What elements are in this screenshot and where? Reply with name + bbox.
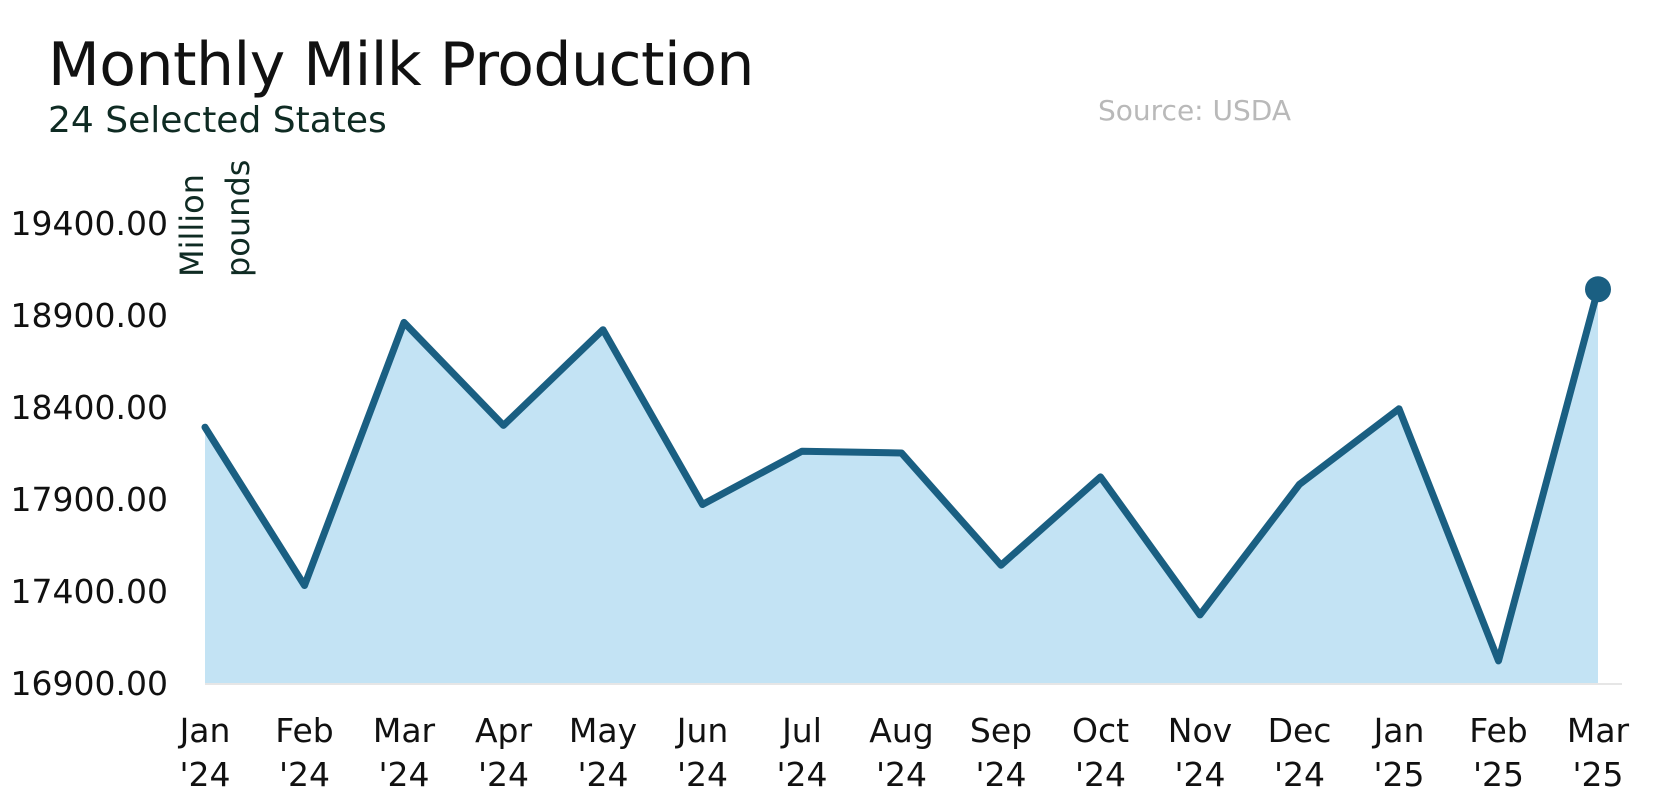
x-tick-year: '25 <box>1473 755 1524 794</box>
series-line <box>201 285 1602 665</box>
data-point <box>401 319 408 326</box>
data-point <box>301 582 308 589</box>
x-tick-year: '24 <box>1075 755 1126 794</box>
data-point <box>1197 611 1204 618</box>
x-tick-month: Dec <box>1268 711 1332 750</box>
data-points <box>202 276 1611 664</box>
x-tick-month: Mar <box>373 711 436 750</box>
x-tick-label: Sep '24 <box>970 711 1032 794</box>
data-point <box>799 448 806 455</box>
x-tick-month: Feb <box>1469 711 1527 750</box>
x-tick-month: Oct <box>1072 711 1129 750</box>
data-point <box>500 422 507 429</box>
x-tick-year: '24 <box>478 755 529 794</box>
data-point <box>1495 657 1502 664</box>
x-tick-label: Jun '24 <box>675 711 729 794</box>
data-point <box>1396 405 1403 412</box>
y-axis-ticks: 16900.00 17400.00 17900.00 18400.00 18900.00… <box>11 204 168 703</box>
x-tick-year: '24 <box>776 755 827 794</box>
x-tick-month: Apr <box>475 711 533 750</box>
x-tick-label: May '24 <box>569 711 637 794</box>
data-point <box>600 326 607 333</box>
x-axis-ticks: Jan '24 Feb '24 Mar '24 Apr '24 May '24 Jun '24 Jul '… <box>178 711 1630 794</box>
x-tick-label: Jan '24 <box>178 711 231 794</box>
x-tick-label: Dec '24 <box>1268 711 1332 794</box>
x-tick-label: Aug '24 <box>869 711 933 794</box>
y-tick-label: 19400.00 <box>11 204 168 243</box>
x-tick-month: Feb <box>275 711 333 750</box>
x-tick-year: '24 <box>179 755 230 794</box>
x-tick-year: '24 <box>279 755 330 794</box>
source-note: Source: USDA <box>1098 94 1291 127</box>
y-tick-label: 18400.00 <box>11 388 168 427</box>
x-tick-month: Jan <box>178 711 231 750</box>
x-tick-month: Jul <box>780 711 822 750</box>
x-tick-year: '24 <box>677 755 728 794</box>
x-tick-month: Jan <box>1372 711 1425 750</box>
data-point <box>1097 473 1104 480</box>
data-point <box>1296 481 1303 488</box>
x-tick-year: '24 <box>876 755 927 794</box>
y-tick-label: 18900.00 <box>11 296 168 335</box>
y-tick-label: 17900.00 <box>11 480 168 519</box>
data-point <box>699 501 706 508</box>
x-tick-month: Mar <box>1567 711 1630 750</box>
y-tick-label: 16900.00 <box>11 664 168 703</box>
chart-subtitle: 24 Selected States <box>48 100 387 141</box>
y-axis-label-line: pounds <box>219 160 257 277</box>
x-tick-month: Nov <box>1168 711 1232 750</box>
x-tick-label: Feb '24 <box>275 711 333 794</box>
x-tick-year: '25 <box>1373 755 1424 794</box>
x-tick-label: Oct '24 <box>1072 711 1129 794</box>
chart-title: Monthly Milk Production <box>48 30 754 100</box>
x-tick-label: Feb '25 <box>1469 711 1527 794</box>
x-tick-month: May <box>569 711 637 750</box>
y-tick-label: 17400.00 <box>11 572 168 611</box>
data-point <box>202 424 209 431</box>
x-tick-label: Jul '24 <box>776 711 827 794</box>
x-tick-year: '25 <box>1572 755 1623 794</box>
x-tick-label: Mar '25 <box>1567 711 1630 794</box>
x-tick-year: '24 <box>1274 755 1325 794</box>
data-point <box>898 450 905 457</box>
x-tick-label: Jan '25 <box>1372 711 1425 794</box>
x-tick-label: Mar '24 <box>373 711 436 794</box>
y-axis-label-line: Million <box>173 174 211 277</box>
x-tick-month: Aug <box>869 711 933 750</box>
x-tick-year: '24 <box>975 755 1026 794</box>
x-tick-label: Apr '24 <box>475 711 533 794</box>
area-fill <box>205 289 1598 683</box>
x-tick-year: '24 <box>378 755 429 794</box>
last-value-marker <box>1585 276 1611 303</box>
y-axis-label: Million pounds <box>173 160 257 277</box>
x-tick-year: '24 <box>1174 755 1225 794</box>
data-point <box>998 562 1005 569</box>
x-tick-month: Sep <box>970 711 1032 750</box>
x-tick-label: Nov '24 <box>1168 711 1232 794</box>
x-tick-month: Jun <box>675 711 729 750</box>
x-tick-year: '24 <box>577 755 628 794</box>
